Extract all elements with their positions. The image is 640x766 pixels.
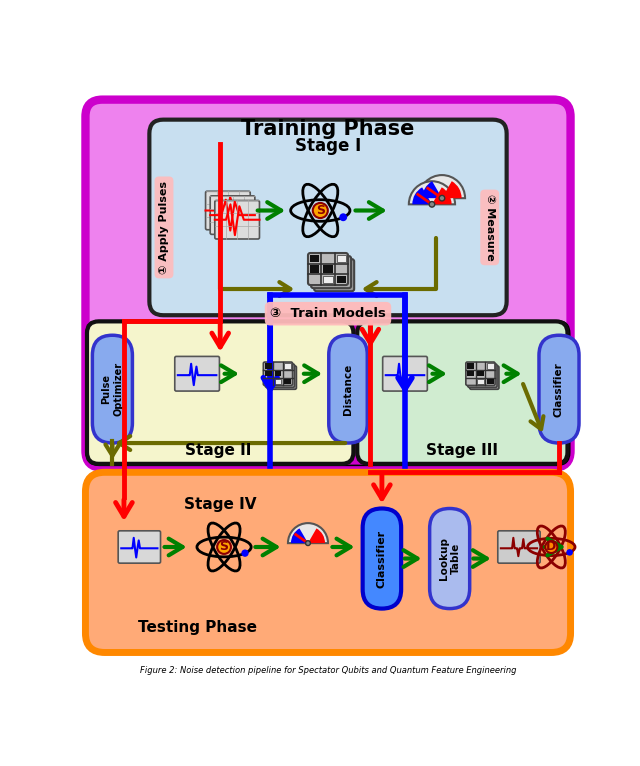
Wedge shape — [308, 529, 325, 543]
Bar — [487, 379, 493, 385]
FancyBboxPatch shape — [149, 119, 507, 316]
Bar — [275, 371, 282, 376]
Text: Classifier: Classifier — [554, 362, 564, 417]
FancyBboxPatch shape — [314, 259, 354, 291]
FancyBboxPatch shape — [308, 253, 348, 285]
Text: S: S — [316, 204, 325, 217]
FancyBboxPatch shape — [498, 531, 540, 563]
FancyBboxPatch shape — [466, 362, 495, 385]
Bar — [284, 379, 291, 385]
Text: Stage IV: Stage IV — [184, 497, 257, 512]
Circle shape — [340, 214, 346, 221]
Text: S: S — [220, 541, 228, 554]
FancyBboxPatch shape — [429, 509, 470, 609]
FancyBboxPatch shape — [92, 336, 132, 443]
FancyBboxPatch shape — [86, 473, 570, 653]
Text: Lookup
Table: Lookup Table — [439, 537, 460, 580]
Wedge shape — [288, 523, 328, 543]
Text: ② Measure: ② Measure — [484, 194, 495, 260]
Bar — [265, 371, 271, 376]
Wedge shape — [432, 188, 452, 205]
FancyBboxPatch shape — [118, 531, 161, 563]
FancyBboxPatch shape — [468, 364, 497, 388]
Text: ① Apply Pulses: ① Apply Pulses — [159, 181, 169, 274]
FancyBboxPatch shape — [87, 322, 353, 464]
Wedge shape — [419, 175, 465, 198]
FancyBboxPatch shape — [265, 364, 294, 388]
FancyBboxPatch shape — [539, 336, 579, 443]
Bar — [477, 371, 484, 376]
Bar — [467, 371, 474, 376]
Circle shape — [429, 201, 435, 207]
Bar — [284, 363, 291, 368]
FancyBboxPatch shape — [329, 336, 367, 443]
Text: Testing Phase: Testing Phase — [138, 620, 257, 635]
FancyBboxPatch shape — [470, 366, 499, 389]
Bar — [323, 276, 333, 283]
Text: Distance: Distance — [343, 364, 353, 414]
FancyBboxPatch shape — [87, 322, 569, 465]
Text: D: D — [546, 541, 556, 554]
Bar — [477, 379, 484, 385]
Bar — [323, 265, 333, 273]
FancyBboxPatch shape — [357, 322, 568, 464]
FancyBboxPatch shape — [86, 320, 570, 466]
Bar — [310, 265, 319, 273]
Circle shape — [439, 195, 445, 201]
FancyBboxPatch shape — [86, 100, 570, 468]
Bar — [265, 363, 271, 368]
Wedge shape — [409, 182, 455, 205]
FancyBboxPatch shape — [383, 356, 428, 391]
Wedge shape — [412, 188, 432, 205]
FancyBboxPatch shape — [267, 366, 296, 389]
Text: Pulse
Optimizer: Pulse Optimizer — [102, 362, 123, 416]
FancyBboxPatch shape — [205, 192, 250, 230]
Circle shape — [545, 541, 557, 553]
FancyBboxPatch shape — [210, 196, 255, 234]
FancyBboxPatch shape — [263, 362, 292, 385]
Bar — [310, 254, 319, 262]
Bar — [337, 276, 346, 283]
Text: Figure 2: Noise detection pipeline for Spectator Qubits and Quantum Feature Engi: Figure 2: Noise detection pipeline for S… — [140, 666, 516, 675]
FancyBboxPatch shape — [215, 201, 259, 239]
Circle shape — [242, 550, 248, 556]
FancyBboxPatch shape — [363, 509, 401, 609]
Bar — [275, 379, 282, 385]
FancyBboxPatch shape — [311, 256, 351, 288]
Text: ③  Train Models: ③ Train Models — [270, 307, 386, 320]
Wedge shape — [442, 182, 461, 198]
Text: Training Phase: Training Phase — [241, 119, 415, 139]
Text: Classifier: Classifier — [377, 529, 387, 588]
Circle shape — [305, 541, 310, 545]
Text: Stage II: Stage II — [186, 444, 252, 458]
Text: Stage I: Stage I — [295, 137, 361, 155]
Bar — [337, 254, 346, 262]
Circle shape — [313, 203, 328, 218]
Circle shape — [567, 550, 572, 555]
FancyBboxPatch shape — [175, 356, 220, 391]
Wedge shape — [422, 182, 442, 198]
Bar — [467, 363, 474, 368]
Text: Stage III: Stage III — [426, 444, 498, 458]
Wedge shape — [291, 529, 308, 543]
Circle shape — [217, 540, 231, 554]
Bar — [487, 363, 493, 368]
